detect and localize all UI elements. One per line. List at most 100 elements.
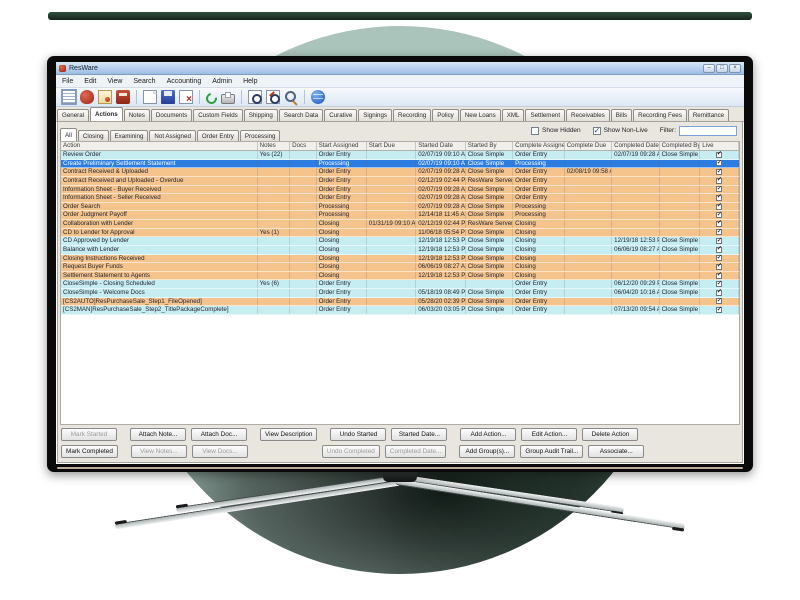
minimize-button[interactable]: – <box>703 63 715 73</box>
table-row[interactable]: Contract Received & Uploaded Order Entry… <box>61 168 739 177</box>
live-checkbox[interactable]: ✓ <box>716 280 723 288</box>
table-row[interactable]: Order Search Processing 02/07/19 09:28 A… <box>61 202 739 212</box>
tab-remittance[interactable]: Remittance <box>687 109 730 121</box>
mark-started-button[interactable]: Mark Started <box>61 428 117 441</box>
tab-bills[interactable]: Bills <box>610 109 633 121</box>
show-hidden-checkbox[interactable] <box>531 126 539 135</box>
view-description-button[interactable]: View Description <box>260 428 318 441</box>
tab-new-loans[interactable]: New Loans <box>459 109 501 121</box>
table-row[interactable]: Request Buyer Funds Closing 06/06/19 08:… <box>61 263 739 272</box>
title-bar[interactable]: ResWare – □ × <box>56 62 744 75</box>
tab-policy[interactable]: Policy <box>432 109 459 121</box>
column-header-completed-date[interactable]: Completed Date <box>614 142 660 150</box>
column-header-live[interactable]: Live <box>700 142 739 150</box>
tab-notes[interactable]: Notes <box>123 109 150 121</box>
menu-search[interactable]: Search <box>133 77 156 85</box>
column-header-complete-due[interactable]: Complete Due <box>565 142 613 150</box>
search-icon[interactable] <box>284 90 298 104</box>
column-header-notes[interactable]: Notes <box>258 142 291 150</box>
table-row[interactable]: Contract Received and Uploaded - Overdue… <box>61 176 739 186</box>
live-checkbox[interactable]: ✓ <box>716 289 723 296</box>
search-edit-icon[interactable] <box>266 90 280 104</box>
table-row[interactable]: CD Approved by Lender Closing 12/19/18 1… <box>61 237 739 246</box>
group-audit-trail-button[interactable]: Group Audit Trail... <box>520 445 584 458</box>
column-header-docs[interactable]: Docs <box>290 142 317 150</box>
tab-recording-fees[interactable]: Recording Fees <box>633 109 687 121</box>
subtab-examining[interactable]: Examining <box>109 130 149 141</box>
live-checkbox[interactable]: ✓ <box>716 176 723 184</box>
live-checkbox[interactable]: ✓ <box>716 202 723 210</box>
tab-recording[interactable]: Recording <box>393 109 432 121</box>
live-checkbox[interactable]: ✓ <box>716 194 723 201</box>
report-icon[interactable] <box>61 89 77 105</box>
stamp-icon[interactable] <box>80 90 94 104</box>
delete-action-button[interactable]: Delete Action <box>582 428 639 441</box>
menu-help[interactable]: Help <box>243 77 258 85</box>
add-action-button[interactable]: Add Action... <box>460 428 517 441</box>
menu-edit[interactable]: Edit <box>84 77 97 85</box>
table-row[interactable]: CD to Lender for Approval Yes (1) Closin… <box>61 228 739 238</box>
undo-completed-button[interactable]: Undo Completed <box>321 445 380 458</box>
live-checkbox[interactable]: ✓ <box>716 263 723 270</box>
new-document-icon[interactable] <box>143 90 157 104</box>
menu-file[interactable]: File <box>62 77 74 85</box>
search-document-icon[interactable] <box>248 90 262 104</box>
tab-xml[interactable]: XML <box>501 109 525 121</box>
live-checkbox[interactable]: ✓ <box>716 159 723 167</box>
table-row[interactable]: [CS2MAN]ResPurchaseSale_Step2_TitlePacka… <box>61 306 739 315</box>
view-notes-button[interactable]: View Notes... <box>130 445 187 458</box>
subtab-processing[interactable]: Processing <box>239 130 281 141</box>
live-checkbox[interactable]: ✓ <box>716 151 723 158</box>
table-row[interactable]: [CS2AUTO]ResPurchaseSale_Step1_FileOpene… <box>61 297 739 307</box>
live-checkbox[interactable]: ✓ <box>716 271 723 279</box>
note-icon[interactable] <box>98 90 112 104</box>
filter-input[interactable] <box>679 125 737 136</box>
show-hidden-option[interactable]: Show Hidden <box>531 126 581 135</box>
table-row[interactable]: Settlement Statement to Agents Closing 1… <box>61 271 739 281</box>
tab-search-data[interactable]: Search Data <box>278 109 324 121</box>
column-header-start-assigned[interactable]: Start Assigned <box>317 142 367 150</box>
subtab-not-assigned[interactable]: Not Assigned <box>149 130 196 141</box>
table-row[interactable]: CloseSimple - Welcome Docs Order Entry 0… <box>61 289 739 298</box>
tab-settlement[interactable]: Settlement <box>525 109 566 121</box>
globe-icon[interactable] <box>311 90 325 104</box>
close-button[interactable]: × <box>729 63 741 73</box>
show-non-live-checkbox[interactable]: ✓ <box>592 125 601 135</box>
table-row[interactable]: Information Sheet - Buyer Received Order… <box>61 185 739 195</box>
live-checkbox[interactable]: ✓ <box>716 185 723 193</box>
subtab-closing[interactable]: Closing <box>77 130 109 141</box>
tab-documents[interactable]: Documents <box>150 109 193 121</box>
menu-admin[interactable]: Admin <box>212 77 233 85</box>
ledger-icon[interactable] <box>116 90 130 104</box>
table-row[interactable]: Order Judgment Payoff Processing 12/14/1… <box>61 211 739 220</box>
column-header-started-by[interactable]: Started By <box>466 142 514 150</box>
menu-accounting[interactable]: Accounting <box>166 77 202 85</box>
completed-date-button[interactable]: Completed Date... <box>384 445 447 458</box>
table-row[interactable]: CloseSimple - Closing Scheduled Yes (6) … <box>61 280 739 289</box>
tab-receivables[interactable]: Receivables <box>566 109 610 121</box>
column-header-action[interactable]: Action <box>61 142 258 150</box>
printer-icon[interactable] <box>221 91 235 104</box>
table-row[interactable]: Collaboration with Lender Closing 01/31/… <box>61 220 739 229</box>
attach-note-button[interactable]: Attach Note... <box>130 428 186 441</box>
tab-custom-fields[interactable]: Custom Fields <box>193 109 243 121</box>
started-date-button[interactable]: Started Date... <box>391 428 448 441</box>
tab-signings[interactable]: Signings <box>358 109 393 121</box>
refresh-icon[interactable] <box>203 90 220 106</box>
column-header-start-due[interactable]: Start Due <box>367 142 417 150</box>
tab-general[interactable]: General <box>57 109 90 121</box>
table-row[interactable]: Closing Instructions Received Closing 12… <box>61 254 739 264</box>
live-checkbox[interactable]: ✓ <box>716 237 723 245</box>
mark-completed-button[interactable]: Mark Completed <box>61 445 118 458</box>
live-checkbox[interactable]: ✓ <box>716 168 723 176</box>
subtab-all[interactable]: All <box>60 128 77 141</box>
live-checkbox[interactable]: ✓ <box>716 220 723 227</box>
live-checkbox[interactable]: ✓ <box>716 306 723 314</box>
edit-action-button[interactable]: Edit Action... <box>521 428 578 441</box>
delete-document-icon[interactable] <box>179 90 193 105</box>
live-checkbox[interactable]: ✓ <box>716 211 723 219</box>
menu-view[interactable]: View <box>107 77 123 85</box>
tab-curative[interactable]: Curative <box>324 109 358 121</box>
table-row[interactable]: Create Preliminary Settlement Statement … <box>61 159 739 169</box>
live-checkbox[interactable]: ✓ <box>716 245 723 253</box>
